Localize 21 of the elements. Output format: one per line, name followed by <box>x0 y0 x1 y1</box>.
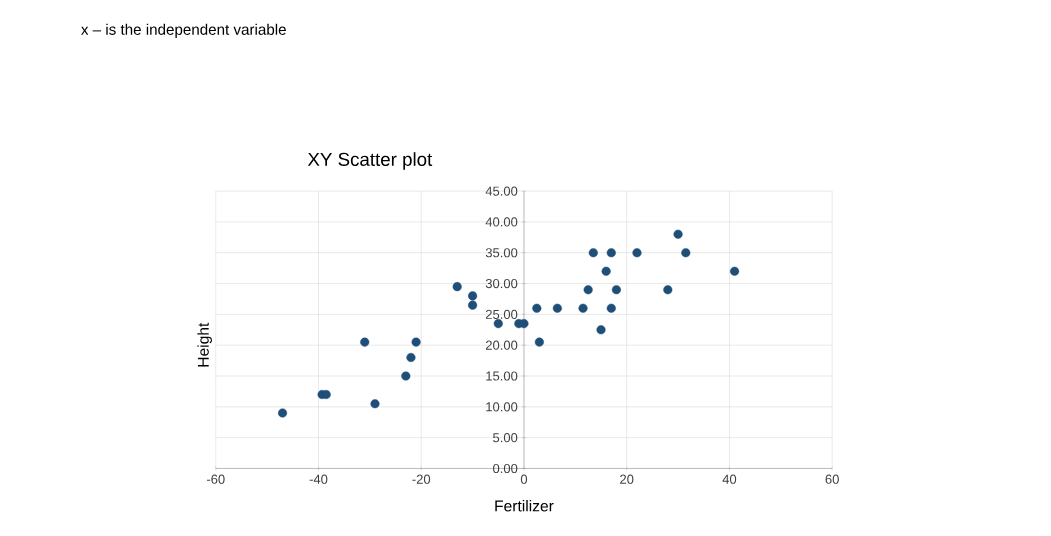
y-axis-title: Height <box>197 322 212 367</box>
x-tick-label: 0 <box>520 474 528 484</box>
y-tick-label: 10.00 <box>486 402 518 412</box>
y-tick-label: 30.00 <box>485 278 518 289</box>
y-tick-label: 5.00 <box>493 432 518 443</box>
x-axis-title: Fertilizer <box>495 499 554 512</box>
text: x – is the independent variable <box>81 23 286 38</box>
x-tick-label: 40 <box>722 474 737 484</box>
y-tick-label: 25.00 <box>485 309 518 319</box>
x-tick-label: 20 <box>620 474 634 484</box>
chart-title: XY Scatter plot <box>307 152 433 170</box>
x-tick-label: -20 <box>412 474 431 484</box>
y-tick-label: 0.00 <box>493 463 518 473</box>
x-tick-label: -60 <box>206 474 225 484</box>
y-tick-label: 40.00 <box>485 217 518 227</box>
y-tick-label: 45.00 <box>485 186 518 196</box>
y-tick-label: 35.00 <box>485 248 518 258</box>
x-tick-label: 60 <box>825 474 839 484</box>
x-tick-label: -40 <box>309 474 328 484</box>
y-tick-label: 20.00 <box>485 340 518 350</box>
y-tick-label: 15.00 <box>486 371 518 381</box>
